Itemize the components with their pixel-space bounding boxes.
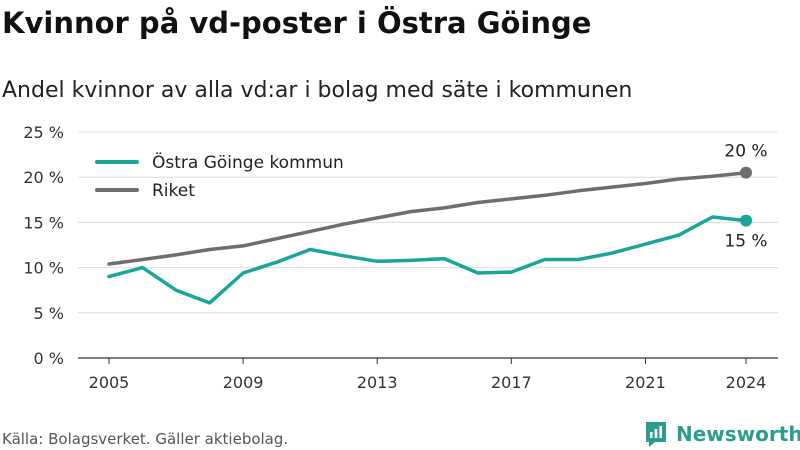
y-tick-label: 20 % [23,168,64,187]
y-tick-label: 0 % [34,349,64,368]
series-line [107,215,748,305]
line-chart: 0 % 5 % 10 % 15 % 20 % 25 % 2005 2009 2013 2017 20… [23,123,778,392]
x-tick-label: 2021 [625,373,666,392]
chart-subtitle: Andel kvinnor av alla vd:ar i bolag med … [2,78,633,103]
x-tick-label: 2013 [357,373,398,392]
series-end-point [740,214,752,227]
x-tick-label: 2009 [223,373,264,392]
x-tick-label: 2005 [89,373,130,392]
end-value-label: 15 % [724,232,767,252]
legend-label: Östra Göinge kommun [152,151,344,173]
x-tick-label: 2017 [491,373,532,392]
y-tick-label: 5 % [34,304,64,323]
brand-name: Newsworthy [676,422,800,446]
source-note: Källa: Bolagsverket. Gäller aktiebolag. [2,430,289,448]
end-value-label: 20 % [724,142,767,162]
legend-label: Riket [152,181,195,201]
y-tick-label: 10 % [23,259,64,278]
chart-title: Kvinnor på vd-poster i Östra Göinge [2,6,592,40]
y-tick-label: 15 % [23,213,64,232]
series-line [107,170,748,266]
brand-logo-group[interactable]: Newsworthy [644,419,800,449]
newsworthy-logo-icon [646,422,666,447]
series-end-point [740,166,752,179]
y-tick-label: 25 % [23,123,64,142]
x-tick-label: 2024 [726,373,767,392]
